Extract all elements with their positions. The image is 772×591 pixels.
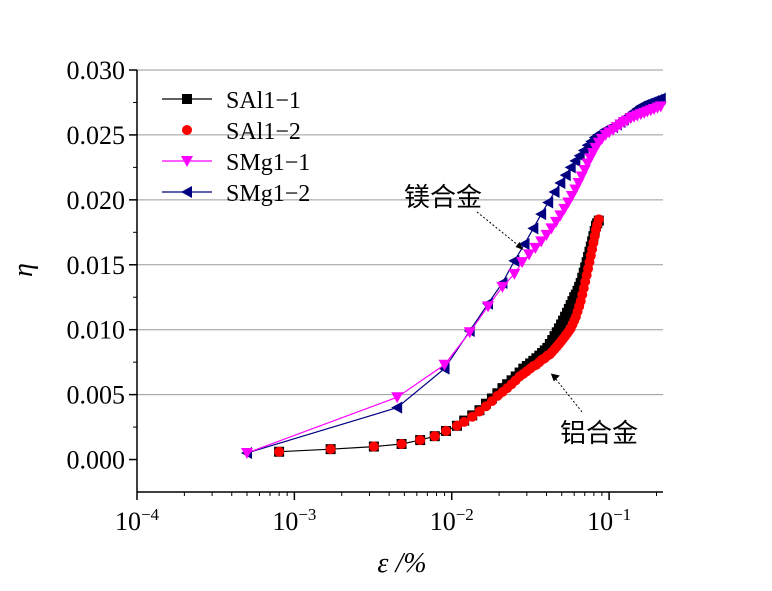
legend-label: SAl1−2 xyxy=(226,119,301,145)
y-tick-label: 0.000 xyxy=(67,446,126,475)
data-point xyxy=(535,208,547,221)
data-point xyxy=(391,392,404,404)
data-point xyxy=(654,101,667,113)
data-point xyxy=(181,156,193,167)
x-tick-label: 10−1 xyxy=(587,505,631,536)
data-point xyxy=(496,281,509,293)
data-point xyxy=(463,327,476,339)
y-axis-ticks: 0.000 0.005 0.010 0.015 0.020 0.025 0.030 xyxy=(67,56,137,475)
data-point xyxy=(325,444,336,455)
x-tick-label: 10−4 xyxy=(115,505,160,536)
series-SAl1−2 xyxy=(274,214,604,457)
annotation-arrowhead xyxy=(550,373,560,382)
series-SAl1−1 xyxy=(274,215,604,457)
legend-item: SAl1−1 xyxy=(162,88,301,114)
data-point xyxy=(240,448,253,460)
data-point xyxy=(441,425,452,436)
data-point xyxy=(518,237,530,250)
legend-label: SMg1−2 xyxy=(226,181,310,207)
annotation-leader xyxy=(553,376,583,413)
data-point xyxy=(467,411,478,422)
grid-lines xyxy=(137,69,663,396)
y-tick-label: 0.015 xyxy=(67,251,126,280)
data-point xyxy=(391,401,403,414)
data-point xyxy=(548,186,560,199)
data-point xyxy=(274,446,285,457)
y-tick-label: 0.010 xyxy=(67,316,126,345)
data-point xyxy=(542,196,554,209)
data-point xyxy=(569,154,581,167)
legend-item: SMg1−2 xyxy=(162,181,310,207)
data-point xyxy=(182,125,192,135)
data-point xyxy=(415,435,426,446)
data-point xyxy=(545,223,558,235)
data-point xyxy=(438,359,451,371)
y-tick-label: 0.030 xyxy=(67,56,126,85)
y-axis-label: η xyxy=(8,263,39,277)
annotation-label: 铝合金 xyxy=(560,419,638,449)
data-point xyxy=(508,268,521,280)
annotation-label: 镁合金 xyxy=(404,183,482,213)
data-point xyxy=(516,257,529,269)
x-axis-label: ε /% xyxy=(377,548,426,579)
data-series xyxy=(240,92,667,460)
data-point xyxy=(593,214,604,225)
y-tick-label: 0.020 xyxy=(67,186,126,215)
x-tick-label: 10−3 xyxy=(272,505,316,536)
data-point xyxy=(559,169,571,182)
series-SMg1−2 xyxy=(240,92,666,460)
legend: SAl1−1 SAl1−2 SMg1−1 SMg1−2 xyxy=(162,88,310,207)
series-SMg1−1 xyxy=(240,101,667,460)
annotation-leader xyxy=(476,211,522,249)
data-point xyxy=(554,210,567,222)
data-point xyxy=(181,186,192,198)
x-tick-label: 10−2 xyxy=(430,505,474,536)
x-axis-ticks: 10−4 10−3 10−2 10−1 xyxy=(115,492,657,536)
legend-label: SMg1−1 xyxy=(226,150,310,176)
data-point xyxy=(523,249,536,261)
data-point xyxy=(535,236,548,248)
data-point xyxy=(554,176,566,189)
data-point xyxy=(396,438,407,449)
data-point xyxy=(182,94,192,104)
data-point xyxy=(550,216,563,228)
data-point xyxy=(529,242,542,254)
data-point xyxy=(527,222,539,235)
annotation-arrowhead xyxy=(515,241,524,250)
data-point xyxy=(459,416,470,427)
data-point xyxy=(368,441,379,452)
data-point xyxy=(482,301,495,313)
legend-item: SAl1−2 xyxy=(182,119,301,145)
data-point xyxy=(564,161,576,174)
y-tick-label: 0.005 xyxy=(67,381,126,410)
axes xyxy=(136,70,663,493)
y-tick-label: 0.025 xyxy=(67,121,126,150)
legend-label: SAl1−1 xyxy=(226,88,301,114)
data-point xyxy=(429,431,440,442)
legend-item: SMg1−1 xyxy=(162,150,310,176)
data-point xyxy=(540,229,553,241)
